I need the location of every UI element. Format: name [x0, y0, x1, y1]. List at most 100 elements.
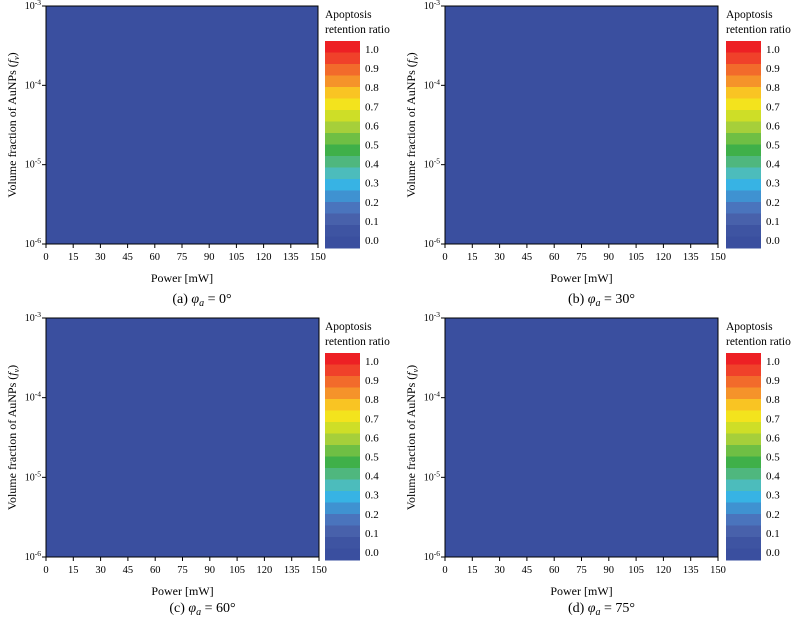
- legend-tick-label: 0.6: [365, 120, 379, 132]
- x-tick-label: 0: [442, 565, 447, 576]
- legend-tick-label: 0.9: [766, 63, 780, 75]
- legend-tick-label: 0.2: [766, 509, 780, 521]
- y-tick-label: 10-5: [25, 469, 41, 483]
- legend-title-line1: Apoptosis: [325, 9, 372, 21]
- legend-swatch: [726, 525, 761, 538]
- x-axis-label: Power [mW]: [550, 584, 612, 598]
- legend-tick-label: 0.6: [766, 432, 780, 444]
- legend-swatch: [325, 156, 360, 168]
- legend-tick-label: 0.4: [766, 159, 780, 171]
- legend: Apoptosis retention ratio 1.0 0.9 0.8 0.7 0.6 0…: [726, 321, 791, 561]
- legend-tick-label: 0.9: [365, 375, 379, 387]
- x-tick-label: 15: [467, 252, 478, 263]
- panel-b: 0 15 30 45 60 75 90 105 120 135 150 Power [mW] 10-6 1…: [404, 0, 791, 309]
- legend-swatch: [325, 456, 360, 469]
- legend-swatch: [726, 179, 761, 191]
- x-tick-label: 135: [683, 565, 699, 576]
- legend-swatch: [726, 202, 761, 214]
- legend-tick-label: 0.1: [365, 216, 379, 228]
- legend-tick-label: 0.7: [365, 413, 379, 425]
- x-tick-label: 135: [283, 252, 299, 263]
- plot-area: [46, 6, 318, 244]
- y-tick-label: 10-5: [424, 157, 440, 171]
- panel-caption: (c) φa = 60°: [169, 601, 235, 618]
- y-tick-label: 10-6: [25, 236, 41, 250]
- y-tick-label: 10-4: [424, 390, 440, 404]
- legend-tick-label: 0.7: [766, 413, 780, 425]
- x-tick-label: 30: [95, 565, 106, 576]
- y-tick-label: 10-5: [25, 157, 41, 171]
- x-tick-label: 135: [284, 565, 300, 576]
- legend-swatch: [726, 422, 761, 434]
- legend-swatch: [726, 353, 761, 365]
- legend-tick-label: 0.8: [766, 394, 780, 406]
- legend-swatch: [325, 98, 360, 111]
- x-tick-label: 30: [494, 565, 505, 576]
- legend-swatch: [325, 75, 360, 88]
- x-tick-label: 0: [43, 565, 48, 576]
- x-tick-label: 0: [43, 252, 48, 263]
- y-axis-label: Volume fraction of AuNPs (fv): [404, 365, 420, 510]
- legend-tick-label: 0.7: [766, 101, 780, 113]
- x-tick-label: 75: [177, 252, 188, 263]
- legend-tick-label: 0.0: [766, 235, 780, 247]
- legend-swatch: [726, 64, 761, 76]
- panel-a: 0 15 30 45 60 75 90 105 120 135 150 Power [mW] 10-6 1…: [5, 0, 390, 309]
- legend-swatch: [325, 399, 360, 411]
- legend-tick-label: 0.1: [766, 528, 780, 540]
- plot-area: [46, 318, 319, 557]
- x-tick-label: 60: [150, 252, 161, 263]
- legend-title-line1: Apoptosis: [726, 321, 773, 333]
- panel-caption: (b) φa = 30°: [568, 292, 635, 309]
- plot-background: [445, 6, 718, 244]
- legend-swatch: [726, 144, 761, 157]
- plot-background: [46, 318, 319, 557]
- x-tick-label: 120: [656, 252, 672, 263]
- panel-caption: (a) φa = 0°: [172, 292, 231, 309]
- x-axis-label: Power [mW]: [151, 271, 213, 285]
- y-tick-label: 10-5: [424, 469, 440, 483]
- y-tick-label: 10-3: [25, 310, 41, 324]
- x-tick-label: 105: [229, 252, 245, 263]
- y-tick-label: 10-6: [424, 236, 440, 250]
- legend-swatch: [726, 52, 761, 65]
- legend-tick-label: 0.0: [365, 547, 379, 559]
- x-tick-label: 15: [68, 252, 79, 263]
- legend-tick-label: 0.3: [365, 178, 379, 190]
- legend: Apoptosis retention ratio 1.0 0.9 0.8 0.7 0.6 0…: [726, 9, 791, 249]
- plot-background: [46, 6, 318, 244]
- y-tick-label: 10-3: [25, 0, 41, 12]
- panel-caption: (d) φa = 75°: [568, 601, 635, 618]
- legend-swatch: [726, 364, 761, 377]
- legend-tick-label: 1.0: [766, 44, 780, 56]
- legend-title-line2: retention ratio: [726, 24, 791, 36]
- legend-tick-label: 0.2: [365, 197, 379, 209]
- legend-swatch: [325, 87, 360, 99]
- legend-tick-label: 0.2: [766, 197, 780, 209]
- legend-swatch: [325, 190, 360, 203]
- legend-swatch: [726, 399, 761, 411]
- y-tick-label: 10-4: [25, 390, 41, 404]
- legend-tick-label: 0.5: [365, 140, 379, 152]
- legend-swatch: [726, 387, 761, 400]
- plot-area: [445, 318, 718, 557]
- y-axis-label: Volume fraction of AuNPs (fv): [5, 52, 21, 197]
- legend-tick-label: 0.3: [766, 490, 780, 502]
- legend-tick-label: 0.0: [365, 235, 379, 247]
- x-tick-label: 30: [494, 252, 505, 263]
- x-tick-label: 105: [628, 565, 644, 576]
- legend-tick-label: 0.6: [766, 120, 780, 132]
- legend-swatch: [325, 514, 360, 526]
- x-tick-label: 135: [683, 252, 699, 263]
- legend-swatch: [325, 491, 360, 503]
- x-tick-label: 105: [229, 565, 245, 576]
- x-tick-label: 45: [522, 252, 533, 263]
- legend-swatch: [726, 75, 761, 88]
- x-tick-label: 150: [710, 565, 726, 576]
- legend-swatch: [325, 236, 360, 249]
- x-tick-label: 45: [122, 252, 133, 263]
- legend-swatch: [325, 353, 360, 365]
- legend-swatch: [325, 110, 360, 122]
- legend-tick-label: 0.8: [365, 82, 379, 94]
- legend-tick-label: 0.1: [365, 528, 379, 540]
